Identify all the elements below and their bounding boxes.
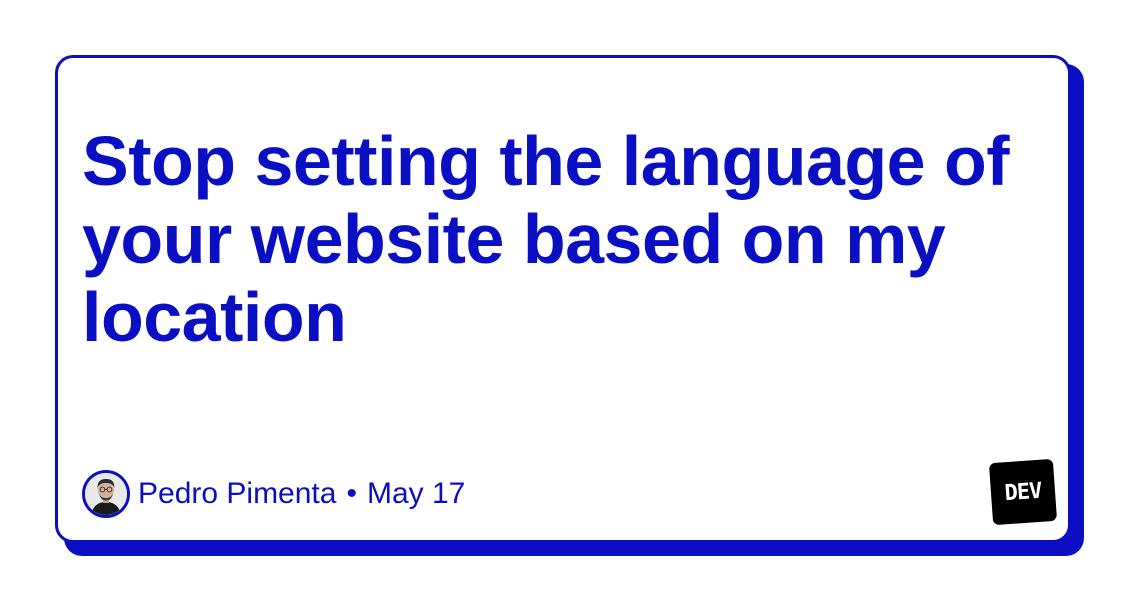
- byline: Pedro Pimenta • May 17: [82, 466, 465, 522]
- author-name[interactable]: Pedro Pimenta: [138, 477, 337, 510]
- person-avatar-icon: [82, 470, 130, 518]
- dev-logo-text: DEV: [1003, 478, 1043, 506]
- publish-date: May 17: [366, 477, 466, 510]
- article-card: [55, 55, 1071, 543]
- article-title: Stop setting the language of your websit…: [82, 122, 1010, 356]
- byline-separator: •: [346, 477, 357, 510]
- dev-logo-icon: DEV: [988, 458, 1058, 526]
